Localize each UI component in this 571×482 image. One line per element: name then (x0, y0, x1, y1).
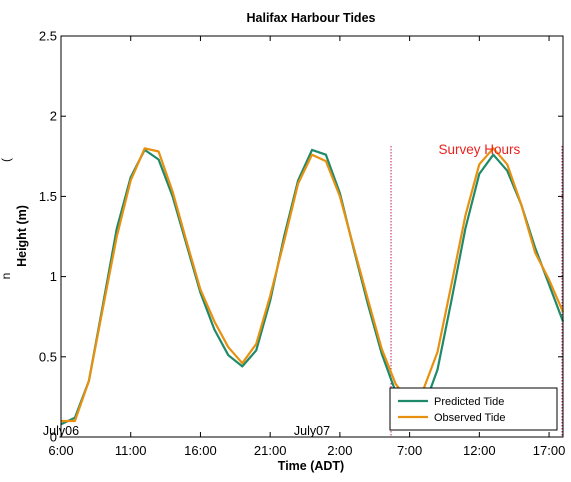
legend: Predicted Tide Observed Tide (389, 387, 558, 431)
y-tick-label: 2 (50, 109, 57, 124)
legend-box (389, 387, 558, 431)
x-tick-label: 7:00 (397, 443, 422, 458)
x-tick-label: 17:00 (533, 443, 566, 458)
date-label: July07 (294, 424, 330, 438)
y-tick-label: 0.5 (39, 349, 57, 364)
x-axis-ticks: 6:00 11:00 16:00 21:00 2:00 7:00 12:00 17:00 Jul… (43, 36, 565, 458)
x-tick-label: 11:00 (115, 443, 147, 458)
survey-hours-annotation: Survey Hours (438, 142, 520, 157)
x-tick-label: 6:00 (48, 443, 73, 458)
y-tick-label: 1 (50, 269, 57, 284)
y-axis-ticks: 0 0.5 1 1.5 2 2.5 (39, 29, 563, 445)
legend-label: Observed Tide (434, 412, 506, 424)
x-tick-label: 21:00 (254, 443, 287, 458)
y-axis-label: Height (m) (15, 205, 29, 267)
y-tick-label: 0 (50, 430, 57, 445)
date-label: July06 (43, 424, 79, 438)
chart-title: Halifax Harbour Tides (247, 11, 376, 25)
plot-frame (60, 35, 564, 438)
side-fragment-n: n (0, 273, 13, 280)
side-fragment-paren: ( (0, 158, 13, 162)
x-tick-label: 12:00 (463, 443, 496, 458)
y-tick-label: 2.5 (39, 29, 57, 44)
y-tick-label: 1.5 (39, 189, 57, 204)
x-axis-label: Time (ADT) (278, 459, 344, 473)
x-tick-label: 16:00 (184, 443, 217, 458)
predicted-tide-line (60, 148, 565, 426)
y-axis-label-group: Height (m) (15, 205, 29, 267)
annotations: Survey Hours (438, 142, 520, 157)
observed-tide-line (61, 147, 565, 423)
series-lines (60, 147, 565, 426)
x-tick-label: 2:00 (327, 443, 352, 458)
survey-window (390, 146, 563, 437)
legend-label: Predicted Tide (434, 396, 504, 408)
